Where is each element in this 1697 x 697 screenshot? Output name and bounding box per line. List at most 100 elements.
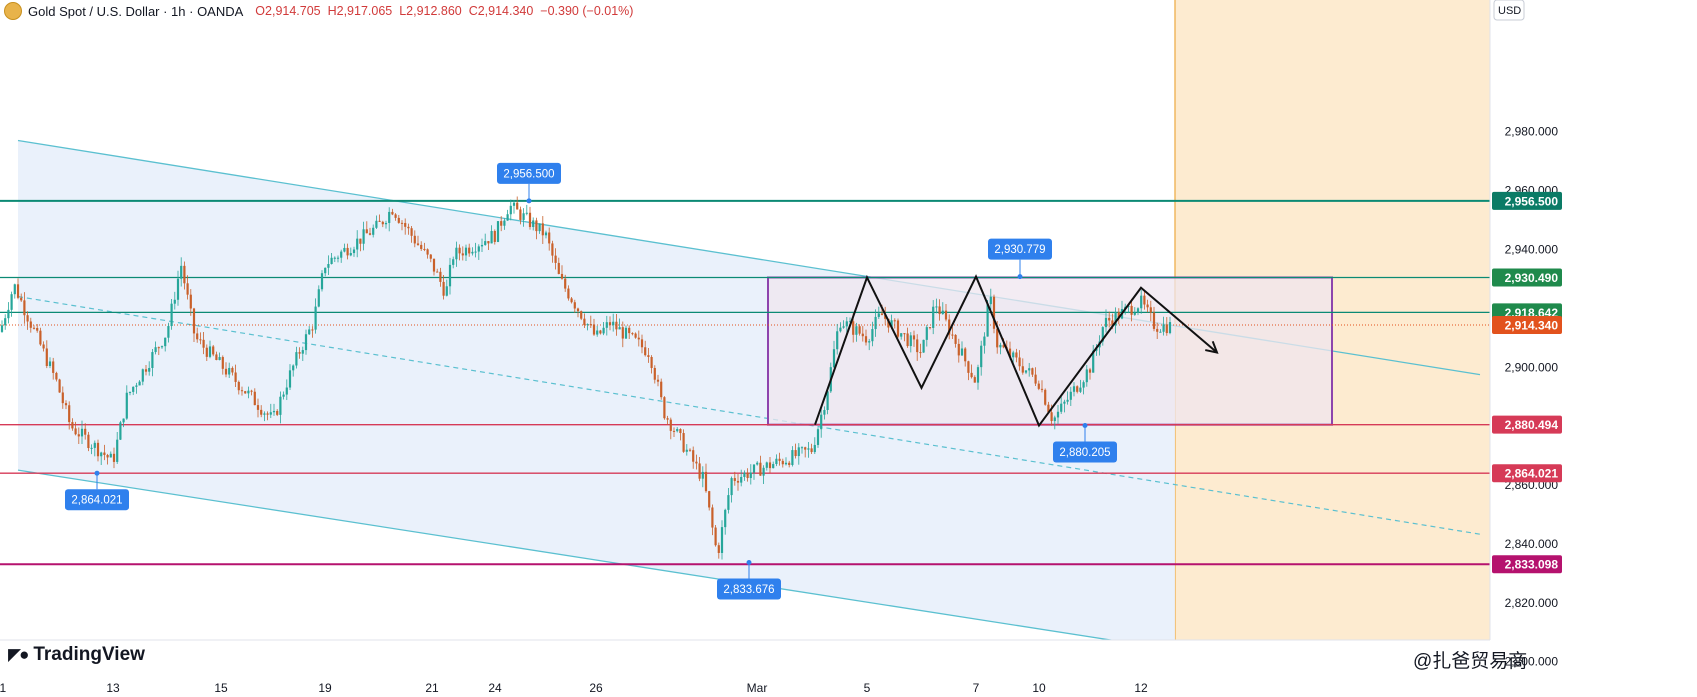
candle-body [77,434,80,437]
candle-body [180,265,183,279]
candle-body [333,257,336,259]
candle-body [234,372,237,382]
candle-body [893,320,896,322]
candle-body [861,333,864,337]
candle-body [983,336,986,346]
x-tick-label-6: 26 [589,681,603,695]
candle-body [778,458,781,461]
candle-body [90,447,93,449]
candle-body [1092,350,1095,373]
candle-body [1050,412,1053,422]
candle-body [724,509,727,528]
tradingview-logo: ◤● TradingView [8,644,145,666]
candle-body [439,271,442,282]
candle-body [372,227,375,235]
candle-body [394,214,397,218]
candle-body [797,447,800,457]
candle-body [621,327,624,339]
close-value: C2,914.340 [468,4,534,18]
candle-body [109,453,112,458]
candle-body [599,330,602,334]
candle-body [42,344,45,349]
candle-body [775,458,778,465]
candle-body [948,319,951,335]
y-tick-label-7: 2,940.000 [1505,242,1559,256]
candle-body [170,303,173,327]
candle-body [215,354,218,361]
candle-body [474,251,477,253]
candle-body [506,214,509,221]
x-tick-label-5: 24 [488,681,502,695]
pivot-label-3: 2,930.779 [994,244,1045,256]
candle-body [202,339,205,348]
candle-body [576,308,580,312]
candle-body [852,321,855,335]
candle-body [1047,404,1050,413]
candle-body [1085,369,1088,383]
candle-body [452,259,455,265]
candle-body [196,333,199,340]
candle-body [1034,374,1037,384]
candle-body [711,507,714,528]
candle-body [378,220,381,222]
candle-body [340,251,343,258]
candle-body [660,381,663,398]
candle-body [970,372,973,378]
candle-body [429,254,432,259]
candle-body [644,347,647,356]
candle-body [1165,324,1168,334]
x-tick-label-1: 13 [106,681,120,695]
candle-body [311,329,314,331]
pivot-dot-2 [746,560,752,566]
level-badge-0 [1492,191,1562,210]
candle-body [772,464,775,469]
candle-body [720,527,724,553]
candle-body [218,357,221,361]
candle-body [848,321,852,323]
candle-body [762,467,765,476]
candle-body [1146,304,1149,308]
candle-body [1072,386,1076,392]
level-badge-label-5: 2,864.021 [1505,467,1559,481]
candle-body [458,247,461,254]
candle-body [1063,401,1066,404]
candle-body [1024,370,1028,373]
candle-body [813,444,816,453]
candle-body [960,348,964,356]
candle-body [346,247,349,256]
candle-body [256,405,260,410]
candle-body [701,471,704,479]
tv-mark-icon: ◤● [8,645,29,664]
candle-body [964,348,967,362]
candle-body [176,278,180,300]
candle-body [1133,312,1136,315]
candle-body [804,447,807,450]
candle-body [864,336,868,343]
candle-body [618,327,621,330]
candle-body [228,367,231,375]
candle-body [951,334,954,336]
candle-body [279,396,282,415]
candle-body [868,341,871,343]
candle-body [845,321,848,327]
candle-body [746,472,749,479]
pivot-dot-3 [1017,274,1023,280]
candle-body [509,205,512,215]
candle-body [16,284,20,298]
candle-body [535,220,538,232]
y-tick-label-2: 2,840.000 [1505,537,1559,551]
candle-body [1159,331,1162,333]
change-value: −0.390 (−0.01%) [540,4,634,18]
candle-body [237,381,240,391]
candle-body [141,369,144,382]
candle-body [71,422,74,429]
level-badge-label-1: 2,930.490 [1505,271,1559,285]
candle-body [1012,352,1015,358]
candle-body [39,330,42,345]
candle-body [496,221,500,242]
symbol-title: Gold Spot / U.S. Dollar · 1h · OANDA [28,3,244,19]
candle-body [4,318,7,326]
candle-body [173,299,176,304]
candle-body [493,230,496,242]
